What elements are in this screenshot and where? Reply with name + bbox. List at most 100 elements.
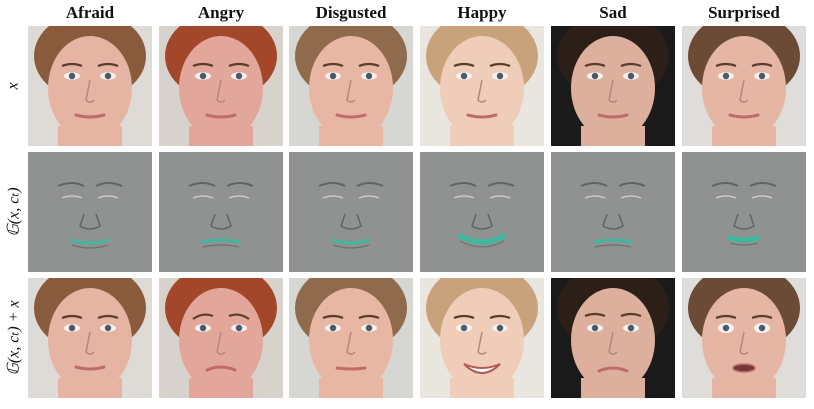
residual-nose: [340, 213, 362, 230]
left-iris: [68, 72, 76, 80]
right-eyebrow: [751, 314, 773, 320]
residual-left-brow: [57, 182, 85, 187]
column-title-afraid: Afraid: [65, 3, 115, 22]
face-shape: [440, 36, 524, 140]
left-eyebrow: [584, 312, 606, 318]
residual-right-eye: [489, 195, 511, 199]
residual-nose: [471, 213, 493, 230]
face-shape: [179, 288, 263, 392]
residual-chin: [594, 244, 632, 248]
right-iris: [496, 72, 504, 80]
right-iris: [758, 324, 766, 332]
nose: [739, 331, 749, 355]
right-eyebrow: [489, 62, 511, 68]
residual-left-brow: [580, 182, 608, 187]
residual-nose: [210, 213, 232, 230]
residual-right-brow: [226, 182, 254, 187]
face-shape: [179, 36, 263, 140]
right-iris: [627, 72, 635, 80]
tile-output-afraid: [28, 278, 152, 398]
mouth: [335, 366, 367, 371]
residual-left-eye: [453, 195, 475, 199]
left-eyebrow: [322, 314, 344, 320]
left-iris: [460, 72, 468, 80]
row-label-input: x: [2, 26, 26, 146]
residual-right-eye: [358, 195, 380, 199]
residual-right-brow: [95, 182, 123, 187]
column-title-angry: Angry: [197, 3, 245, 22]
residual-left-brow: [188, 182, 216, 187]
nose: [216, 79, 226, 103]
left-iris: [68, 324, 76, 332]
face-shape: [571, 288, 655, 392]
tile-output-happy: [420, 278, 544, 398]
right-iris: [104, 324, 112, 332]
nose: [739, 79, 749, 103]
nose: [608, 331, 618, 355]
residual-nose: [733, 213, 755, 230]
residual-right-eye: [751, 195, 773, 199]
tile-output-surprised: [682, 278, 806, 398]
residual-mouth: [201, 238, 241, 244]
left-eyebrow: [453, 314, 475, 320]
residual-background: [551, 152, 675, 272]
left-iris: [199, 324, 207, 332]
column-title-sad: Sad: [599, 3, 627, 22]
residual-chin: [71, 244, 109, 249]
right-eyebrow: [620, 312, 642, 318]
nose: [477, 331, 487, 355]
mouth: [732, 363, 756, 373]
left-iris: [329, 72, 337, 80]
residual-mouth: [593, 238, 633, 244]
residual-right-eye: [620, 195, 642, 199]
right-iris: [235, 324, 243, 332]
tile-input-surprised: [682, 26, 806, 146]
nose: [85, 79, 95, 103]
nose: [346, 79, 356, 103]
row-label-text: x: [4, 82, 22, 90]
face-shape: [702, 288, 786, 392]
tile-input-disgusted: [289, 26, 413, 146]
row-label-text: 𝔾(x, cₜ): [6, 187, 24, 237]
face-shape: [309, 36, 393, 140]
nose: [608, 79, 618, 103]
tile-input-angry: [159, 26, 283, 146]
residual-right-brow: [618, 182, 646, 187]
right-iris: [365, 72, 373, 80]
right-iris: [627, 324, 635, 332]
residual-background: [159, 152, 283, 272]
residual-chin: [332, 244, 370, 249]
row-label-output: 𝔾(x, cₜ) + x: [2, 278, 26, 398]
left-iris: [460, 324, 468, 332]
left-iris: [722, 324, 730, 332]
mouth: [466, 113, 498, 119]
right-eyebrow: [228, 313, 250, 320]
tile-output-angry: [159, 278, 283, 398]
residual-mouth: [331, 238, 371, 245]
nose: [216, 331, 226, 355]
tile-output-sad: [551, 278, 675, 398]
right-eyebrow: [97, 62, 119, 68]
tile-input-sad: [551, 26, 675, 146]
column-title-surprised: Surprised: [708, 3, 780, 22]
residual-background: [289, 152, 413, 272]
residual-right-eye: [228, 195, 250, 199]
residual-right-brow: [356, 182, 384, 187]
column-title-happy: Happy: [457, 3, 507, 22]
residual-left-brow: [449, 182, 477, 187]
residual-chin: [459, 240, 505, 248]
mouth: [597, 113, 629, 119]
residual-left-eye: [584, 195, 606, 199]
left-iris: [591, 324, 599, 332]
right-iris: [235, 72, 243, 80]
face-shape: [702, 36, 786, 140]
nose: [346, 331, 356, 355]
left-eyebrow: [715, 62, 737, 68]
mouth: [463, 363, 501, 374]
mouth: [74, 365, 106, 371]
residual-nose: [79, 213, 101, 230]
right-eyebrow: [358, 62, 380, 68]
left-eyebrow: [584, 62, 606, 68]
left-iris: [329, 324, 337, 332]
